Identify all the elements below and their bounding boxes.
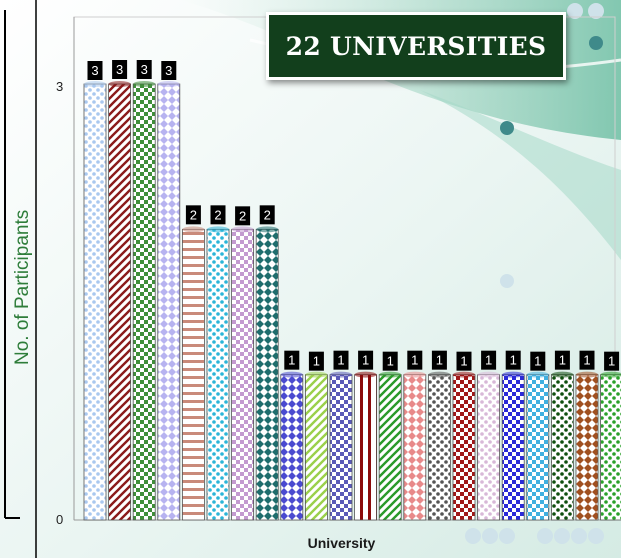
data-label-16: 1 xyxy=(460,354,467,369)
bar-cap-4 xyxy=(157,81,180,87)
x-axis-label-wrap: University xyxy=(0,535,621,551)
title-badge-text: 22 UNIVERSITIES xyxy=(285,31,547,61)
data-label-15: 1 xyxy=(436,353,443,368)
data-label-bg-14 xyxy=(407,350,423,370)
data-label-bg-18 xyxy=(505,350,521,370)
data-label-22: 1 xyxy=(608,354,615,369)
data-label-bg-17 xyxy=(481,350,497,370)
bar-cap-8 xyxy=(256,226,279,233)
data-label-2: 3 xyxy=(116,62,123,77)
data-label-bg-4 xyxy=(161,61,177,80)
bar-cap-3 xyxy=(133,81,156,87)
bar-5 xyxy=(181,228,205,521)
data-label-bg-6 xyxy=(210,205,226,225)
bar-4 xyxy=(157,83,181,521)
data-label-bg-10 xyxy=(308,351,324,371)
bar-1 xyxy=(83,83,107,521)
data-label-9: 1 xyxy=(288,353,295,368)
data-label-bg-8 xyxy=(259,205,275,225)
bar-18 xyxy=(501,374,525,521)
data-label-5: 2 xyxy=(190,207,197,222)
bar-cap-9 xyxy=(280,371,303,378)
y-tick-0: 0 xyxy=(56,512,64,527)
data-label-17: 1 xyxy=(485,353,492,368)
bar-17 xyxy=(477,374,501,521)
data-label-bg-5 xyxy=(185,205,201,225)
data-label-bg-21 xyxy=(579,350,595,370)
data-label-bg-2 xyxy=(112,60,128,79)
bar-10 xyxy=(304,374,328,521)
bar-3 xyxy=(132,83,156,521)
bar-cap-13 xyxy=(379,371,402,378)
data-label-11: 1 xyxy=(337,353,344,368)
bar-cap-1 xyxy=(84,81,106,87)
bar-16 xyxy=(452,374,476,521)
bar-cap-20 xyxy=(551,371,574,378)
bar-cap-18 xyxy=(502,371,525,378)
bar-2 xyxy=(108,83,131,521)
data-label-bg-19 xyxy=(530,351,546,371)
data-label-7: 2 xyxy=(239,208,246,223)
data-label-13: 1 xyxy=(387,354,394,369)
bar-cap-6 xyxy=(207,226,229,233)
data-label-20: 1 xyxy=(559,353,566,368)
bar-cap-7 xyxy=(231,226,254,233)
x-axis-label: University xyxy=(307,535,376,551)
data-label-18: 1 xyxy=(510,353,517,368)
title-badge: 22 UNIVERSITIES xyxy=(266,12,566,80)
bar-14 xyxy=(403,374,427,521)
bar-cap-11 xyxy=(330,371,352,378)
data-label-12: 1 xyxy=(362,353,369,368)
decorative-dots xyxy=(465,3,604,544)
data-label-10: 1 xyxy=(313,354,320,369)
bar-20 xyxy=(551,374,574,521)
bar-22 xyxy=(600,374,621,521)
bar-6 xyxy=(206,228,230,521)
bar-7 xyxy=(231,228,255,521)
data-label-19: 1 xyxy=(534,354,541,369)
bar-cap-5 xyxy=(182,226,205,233)
data-label-6: 2 xyxy=(214,207,221,222)
bar-9 xyxy=(280,374,304,521)
bar-cap-16 xyxy=(453,371,475,378)
bar-11 xyxy=(329,374,353,521)
data-label-8: 2 xyxy=(264,207,271,222)
bar-cap-14 xyxy=(403,371,426,378)
data-label-3: 3 xyxy=(141,62,148,77)
data-label-bg-12 xyxy=(358,350,374,370)
bar-cap-19 xyxy=(526,371,549,378)
bar-19 xyxy=(526,374,550,521)
bar-15 xyxy=(427,374,451,521)
data-label-bg-15 xyxy=(431,350,447,370)
data-label-4: 3 xyxy=(165,63,172,78)
bar-21 xyxy=(575,374,599,521)
y-axis-label: No. of Participants xyxy=(12,209,33,365)
data-label-bg-22 xyxy=(604,351,620,371)
data-label-bg-11 xyxy=(333,350,349,370)
y-tick-3: 3 xyxy=(56,79,64,94)
bar-cap-12 xyxy=(354,371,377,378)
bar-8 xyxy=(255,228,279,521)
bar-cap-17 xyxy=(477,371,500,378)
data-label-1: 3 xyxy=(91,63,98,78)
data-label-21: 1 xyxy=(583,353,590,368)
data-label-bg-1 xyxy=(87,61,103,80)
data-label-14: 1 xyxy=(411,353,418,368)
data-label-bg-3 xyxy=(136,60,152,79)
bar-cap-21 xyxy=(576,371,598,378)
data-label-bg-16 xyxy=(456,351,472,371)
bar-cap-15 xyxy=(428,371,451,378)
bar-cap-10 xyxy=(305,371,328,378)
data-label-bg-20 xyxy=(554,350,570,370)
data-label-bg-7 xyxy=(235,206,251,226)
data-label-bg-13 xyxy=(382,351,398,371)
bar-12 xyxy=(354,374,378,521)
bar-cap-2 xyxy=(108,81,131,87)
data-label-bg-9 xyxy=(284,350,300,370)
bar-cap-22 xyxy=(600,371,621,378)
bar-13 xyxy=(378,374,402,521)
